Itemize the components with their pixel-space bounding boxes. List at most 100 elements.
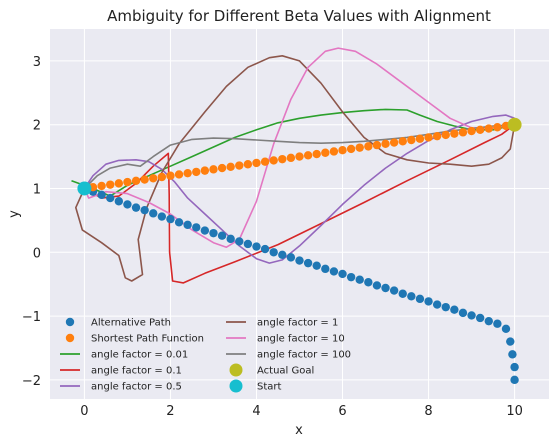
data-point: [243, 160, 253, 169]
data-point: [140, 175, 149, 184]
legend-swatch: [229, 379, 243, 393]
data-point: [166, 171, 175, 180]
data-point: [458, 128, 468, 137]
x-tick-label: 2: [166, 404, 174, 419]
data-point: [493, 319, 502, 328]
data-point: [269, 156, 278, 165]
data-point: [321, 264, 330, 274]
data-point: [407, 135, 416, 145]
legend-item: angle factor = 1: [226, 318, 338, 329]
data-point: [338, 269, 347, 279]
series-layer: [71, 47, 522, 385]
legend-label: angle factor = 1: [257, 318, 338, 329]
data-point: [192, 223, 201, 232]
data-point: [475, 125, 485, 134]
data-point: [106, 180, 115, 189]
x-tick-label: 0: [80, 404, 88, 419]
y-tick-label: 1: [33, 182, 41, 197]
data-point: [450, 129, 459, 138]
data-point: [217, 163, 227, 173]
data-point: [303, 151, 313, 160]
data-point: [415, 134, 425, 143]
x-tick-label: 6: [338, 404, 346, 419]
series-actual-goal: [507, 117, 522, 132]
data-point: [149, 209, 158, 218]
legend-item: angle factor = 0.1: [60, 366, 182, 377]
data-point: [260, 157, 270, 166]
data-point: [467, 126, 476, 136]
legend-item: angle factor = 0.5: [60, 382, 182, 393]
legend-item: Start: [229, 379, 282, 393]
data-point: [278, 154, 287, 164]
data-point: [329, 267, 339, 276]
plot-background: [50, 29, 549, 399]
legend-label: angle factor = 100: [257, 350, 351, 361]
data-point: [507, 117, 522, 132]
legend-item: Alternative Path: [65, 318, 171, 329]
series-line: [75, 55, 516, 282]
data-point: [209, 228, 218, 238]
data-point: [131, 176, 141, 186]
data-point: [269, 248, 278, 257]
data-point: [114, 197, 124, 206]
data-point: [381, 283, 390, 293]
legend-item: Actual Goal: [229, 363, 314, 377]
data-point: [398, 137, 407, 146]
data-point: [389, 138, 399, 147]
data-point: [415, 294, 425, 304]
x-axis-label: x: [295, 423, 303, 438]
series-angle-factor-1: [75, 55, 516, 282]
legend-item: Shortest Path Function: [65, 333, 204, 345]
y-axis-label: y: [7, 210, 22, 218]
legend-label: angle factor = 10: [257, 334, 345, 345]
data-point: [432, 300, 442, 309]
legend-label: angle factor = 0.5: [91, 382, 182, 393]
data-point: [312, 261, 321, 270]
legend-label: angle factor = 0.01: [91, 350, 188, 361]
data-point: [329, 147, 339, 156]
data-point: [510, 375, 519, 385]
data-point: [398, 289, 407, 298]
data-point: [252, 158, 261, 168]
data-point: [166, 214, 175, 224]
chart-title: Ambiguity for Different Beta Values with…: [107, 7, 491, 25]
x-tick-label: 10: [506, 404, 523, 419]
data-point: [312, 149, 321, 159]
data-point: [475, 313, 485, 323]
y-tick-label: 2: [33, 119, 41, 134]
data-point: [295, 152, 304, 161]
data-point: [432, 131, 442, 141]
data-point: [450, 305, 459, 314]
y-tick-label: 3: [33, 55, 41, 70]
data-point: [123, 177, 132, 187]
legend-label: Start: [257, 382, 282, 393]
x-tick-label: 8: [424, 404, 432, 419]
data-point: [157, 172, 167, 182]
data-point: [424, 133, 433, 142]
legend-label: angle factor = 0.1: [91, 366, 182, 377]
data-point: [355, 275, 364, 284]
data-point: [484, 316, 493, 326]
data-point: [200, 166, 210, 175]
legend-swatch: [65, 333, 75, 343]
data-point: [140, 205, 149, 215]
series-line: [83, 47, 515, 248]
data-point: [243, 239, 253, 249]
data-point: [321, 148, 330, 157]
data-point: [217, 231, 227, 240]
data-point: [493, 123, 502, 132]
legend-item: angle factor = 10: [226, 334, 345, 345]
data-point: [506, 337, 515, 346]
data-point: [106, 193, 115, 203]
data-point: [174, 170, 184, 179]
data-point: [458, 308, 468, 318]
legend-label: Shortest Path Function: [91, 334, 204, 345]
data-point: [501, 324, 511, 334]
data-point: [484, 124, 493, 133]
legend-item: angle factor = 0.01: [60, 350, 188, 361]
data-point: [355, 143, 364, 152]
data-point: [389, 286, 399, 295]
y-tick-label: −2: [22, 374, 41, 389]
data-point: [278, 250, 287, 260]
